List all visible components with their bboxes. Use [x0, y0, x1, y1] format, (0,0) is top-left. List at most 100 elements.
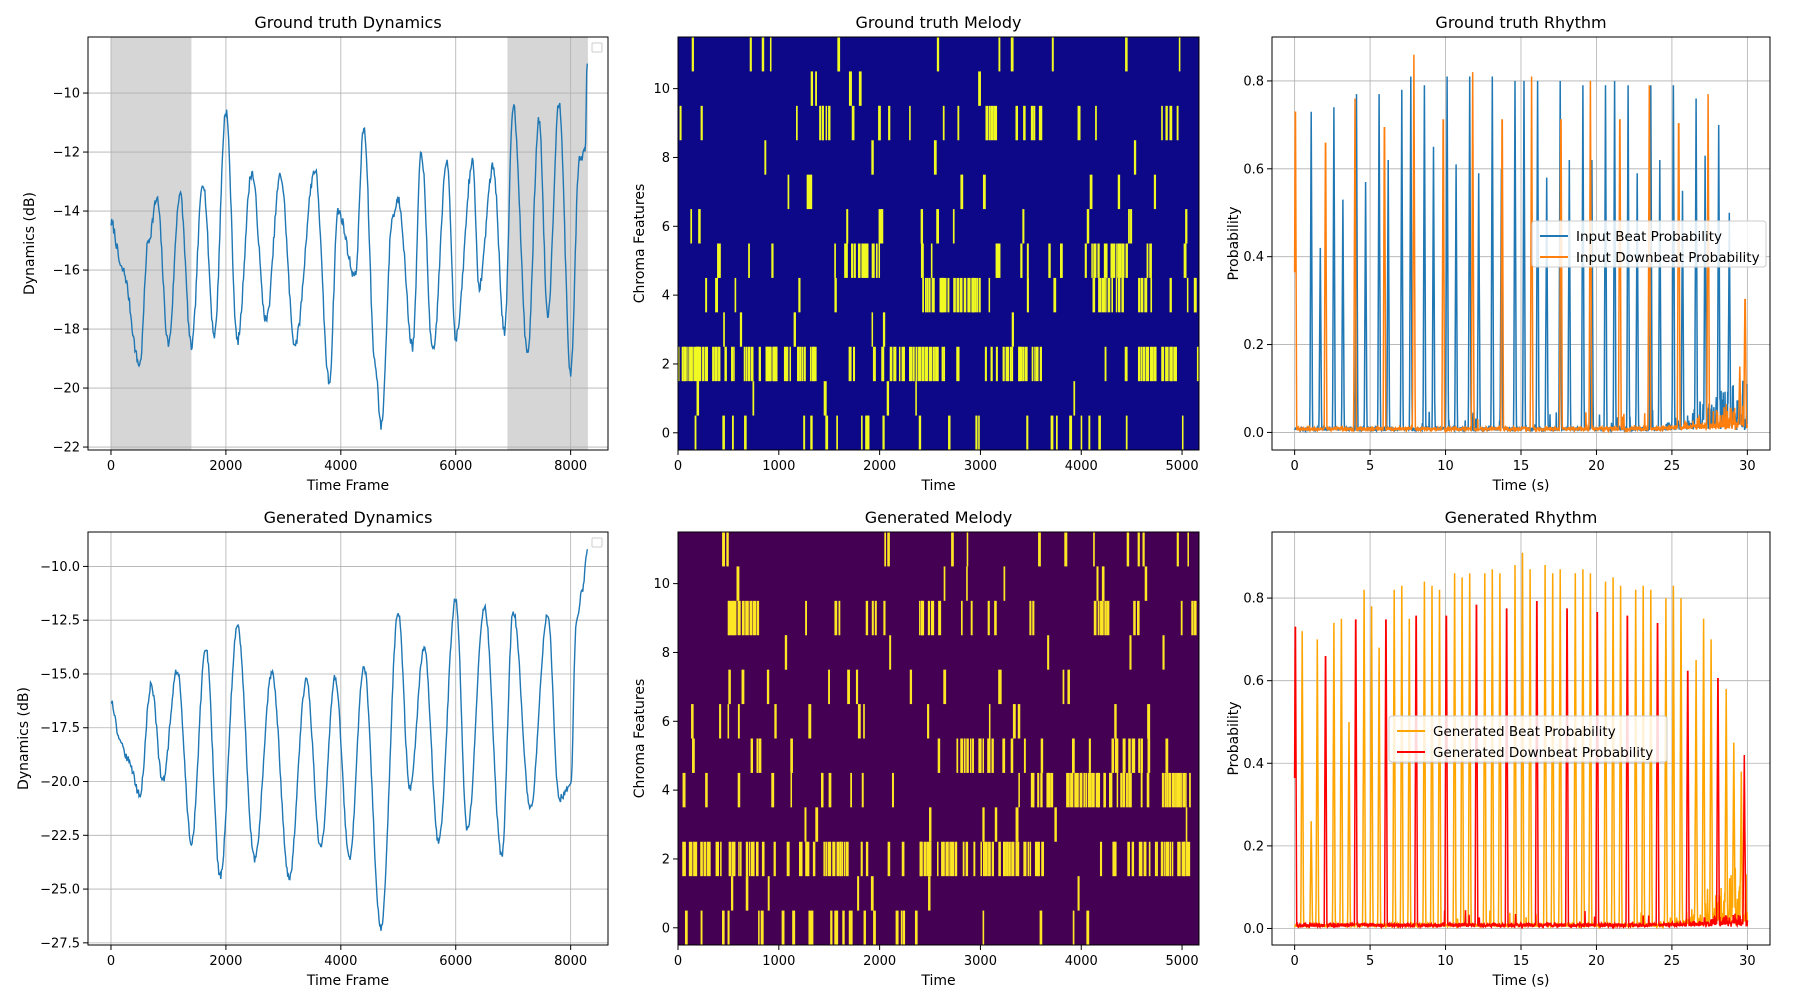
heatmap-cell — [1128, 772, 1132, 808]
heatmap-cell — [834, 600, 838, 636]
heatmap-cell — [753, 841, 755, 877]
heatmap-cell — [1154, 841, 1157, 877]
heatmap-cell — [1089, 174, 1093, 210]
heatmap-cell — [1029, 600, 1032, 636]
heatmap-cell — [682, 772, 686, 808]
x-tick-label: 30 — [1739, 459, 1756, 474]
heatmap-cell — [688, 346, 690, 382]
plot-lines — [1293, 54, 1749, 434]
series-line-1 — [1293, 601, 1749, 930]
heatmap-cell — [745, 841, 749, 877]
heatmap-cell — [962, 841, 965, 877]
heatmap-cell — [937, 841, 939, 877]
x-tick-label: 5000 — [1166, 954, 1199, 969]
heatmap-cell — [1128, 738, 1131, 773]
heatmap-cell — [847, 669, 850, 705]
heatmap-cell — [933, 140, 937, 175]
panel-gen-dyn: 0 2000 4000 6000 8000 −27.5 −25.0 −22.5 −20.0 −17… — [16, 508, 609, 989]
heatmap-cell — [750, 346, 754, 382]
heatmap-cell — [865, 415, 868, 450]
heatmap-cell — [929, 807, 932, 842]
heatmap-cell — [965, 841, 969, 877]
heatmap-cell — [1022, 346, 1025, 382]
series-line-1 — [1293, 54, 1749, 434]
heatmap-cell — [808, 174, 811, 210]
heatmap-cell — [956, 738, 959, 773]
heatmap-cell — [1129, 635, 1132, 670]
heatmap-cell — [909, 105, 911, 141]
heatmap-cell — [774, 704, 777, 739]
heatmap-cell — [761, 841, 765, 877]
axes-frame — [677, 531, 1200, 946]
heatmap-cell — [878, 105, 881, 141]
heatmap-cell — [1147, 704, 1151, 739]
heatmap-cell — [974, 277, 977, 313]
heatmap-cell — [963, 277, 967, 313]
heatmap-cell — [1120, 772, 1123, 808]
y-tick-label: −16 — [53, 264, 80, 279]
heatmap-cell — [1165, 841, 1170, 877]
heatmap-cell — [707, 841, 711, 877]
heatmap-cell — [990, 105, 994, 141]
heatmap-cell — [1086, 910, 1090, 945]
heatmap-cell — [787, 174, 790, 210]
heatmap-cell — [1086, 209, 1090, 244]
heatmap-cell — [1066, 772, 1070, 808]
legend-label: Generated Downbeat Probability — [1433, 745, 1653, 761]
heatmap-cell — [836, 415, 838, 450]
heatmap-cell — [1091, 772, 1095, 808]
heatmap-cell — [1047, 635, 1050, 670]
heatmap-cell — [1187, 532, 1189, 567]
heatmap-cell — [743, 346, 746, 382]
heatmap-cell — [760, 910, 764, 945]
heatmap-cell — [865, 841, 869, 877]
heatmap-cell — [1181, 841, 1185, 877]
x-tick-label: 8000 — [554, 954, 587, 969]
heatmap-cell — [698, 209, 701, 244]
heatmap-cell — [932, 346, 935, 382]
heatmap-cell — [809, 174, 813, 210]
heatmap-cell — [1185, 772, 1187, 808]
heatmap-cell — [1069, 415, 1073, 450]
heatmap-cell — [924, 277, 927, 313]
heatmap-cell — [1034, 841, 1039, 877]
heatmap-cell — [948, 415, 951, 450]
heatmap-cell — [838, 600, 841, 636]
heatmap-cell — [728, 669, 731, 705]
heatmap-cell — [921, 346, 925, 382]
y-tick-label: 4 — [662, 784, 670, 799]
heatmap-cell — [806, 841, 810, 877]
heatmap-cell — [730, 876, 734, 911]
x-tick-label: 10 — [1437, 459, 1454, 474]
heatmap-cell — [1114, 738, 1119, 773]
x-tick-label: 3000 — [964, 459, 997, 474]
heatmap-cell — [1080, 415, 1083, 450]
heatmap-cell — [1010, 738, 1014, 773]
heatmap-cell — [937, 738, 941, 773]
heatmap-cell — [1073, 381, 1076, 416]
heatmap-cell — [1017, 704, 1021, 739]
heatmap-cell — [700, 910, 703, 945]
heatmap-cell — [875, 243, 878, 278]
dynamics-line — [110, 63, 588, 430]
heatmap-cell — [883, 600, 886, 636]
heatmap-cell — [786, 841, 790, 877]
heatmap-cell — [813, 346, 817, 382]
heatmap-cell — [898, 346, 901, 382]
x-tick-label: 6000 — [439, 459, 472, 474]
heatmap-cell — [850, 910, 853, 945]
heatmap-cell — [863, 243, 867, 278]
heatmap-cell — [998, 37, 1001, 72]
heatmap-cell — [693, 346, 698, 382]
heatmap-cell — [918, 346, 922, 382]
heatmap-cell — [790, 772, 793, 808]
heatmap-cell — [1020, 346, 1023, 382]
heatmap-cell — [823, 841, 825, 877]
y-tick-label: 2 — [662, 852, 670, 867]
heatmap-cell — [727, 910, 730, 945]
heatmap-cell — [803, 346, 806, 382]
heatmap-cell — [1101, 566, 1105, 601]
heatmap-cell — [690, 209, 693, 244]
heatmap-cell — [821, 105, 824, 141]
heatmap-cell — [951, 532, 954, 567]
